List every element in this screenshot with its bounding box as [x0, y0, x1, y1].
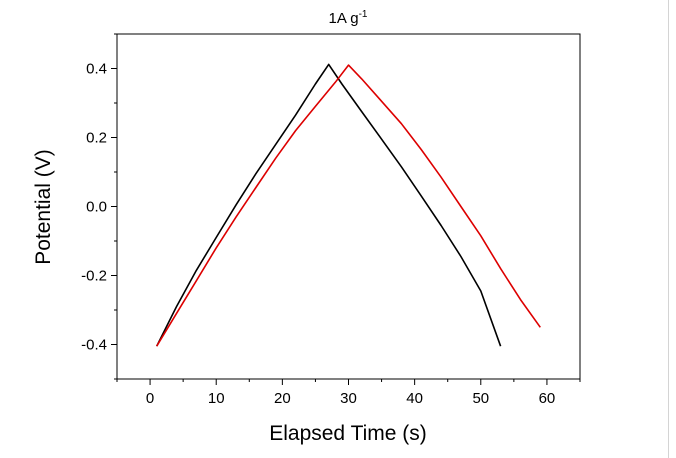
series-layer [155, 63, 541, 347]
y-tick-label: 0.4 [86, 61, 107, 78]
x-tick-label: 30 [340, 390, 357, 407]
x-axis-label: Elapsed Time (s) [269, 422, 427, 445]
y-tick-label: 0.2 [86, 130, 107, 147]
plot-frame [116, 33, 581, 380]
x-axis-tick-labels: 0 10 20 30 40 50 60 [146, 390, 555, 407]
chart-title: 1A g-1 [329, 9, 368, 27]
x-tick-label: 0 [146, 390, 154, 407]
series-line-1 [155, 63, 502, 347]
y-axis-label: Potential (V) [32, 149, 55, 265]
y-axis-ticks [111, 33, 117, 380]
x-tick-label: 40 [406, 390, 423, 407]
x-tick-label: 20 [274, 390, 291, 407]
y-tick-label: -0.2 [81, 268, 107, 285]
y-axis-tick-labels: -0.4 -0.2 0.0 0.2 0.4 [81, 61, 107, 354]
x-tick-label: 10 [208, 390, 225, 407]
series-line-2 [156, 64, 541, 347]
x-axis-ticks [116, 379, 581, 385]
x-tick-label: 50 [472, 390, 489, 407]
y-tick-label: 0.0 [86, 199, 107, 216]
y-tick-label: -0.4 [81, 337, 107, 354]
window-edge-divider [668, 0, 669, 458]
x-tick-label: 60 [539, 390, 556, 407]
